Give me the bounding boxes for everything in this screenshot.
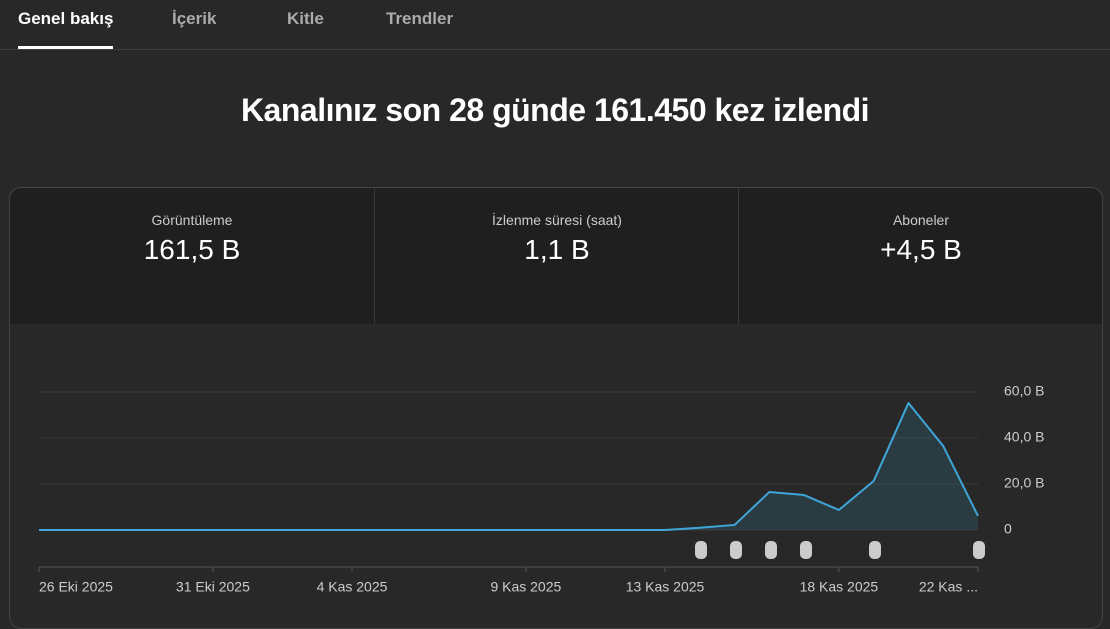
metric-label: İzlenme süresi (saat) (492, 212, 622, 228)
metric-tab[interactable]: Görüntüleme 161,5 B (10, 188, 374, 324)
y-tick-label: 40,0 B (1004, 429, 1044, 445)
shorts-markers (695, 541, 985, 559)
shorts-icon[interactable] (869, 541, 881, 559)
metric-label: Görüntüleme (151, 212, 233, 228)
tab[interactable]: Kitle (287, 9, 324, 28)
x-tick-label: 13 Kas 2025 (626, 579, 705, 595)
shorts-icon[interactable] (695, 541, 707, 559)
tab[interactable]: Genel bakış (18, 9, 114, 49)
metric-value: +4,5 B (880, 234, 962, 265)
shorts-icon[interactable] (730, 541, 742, 559)
tab[interactable]: İçerik (172, 9, 217, 28)
y-tick-label: 0 (1004, 521, 1012, 537)
area (39, 403, 978, 530)
y-tick-label: 60,0 B (1004, 383, 1044, 399)
metric-label: Aboneler (892, 212, 950, 228)
tab[interactable]: Trendler (386, 9, 454, 28)
x-tick-label: 4 Kas 2025 (317, 579, 388, 595)
x-tick-label: 31 Eki 2025 (176, 579, 250, 595)
shorts-icon[interactable] (765, 541, 777, 559)
x-tick-label: 22 Kas ... (919, 579, 978, 595)
metric-tab[interactable]: İzlenme süresi (saat) 1,1 B (375, 188, 739, 324)
x-tick-label: 26 Eki 2025 (39, 579, 113, 595)
metric-value: 161,5 B (143, 234, 241, 265)
line (39, 402, 979, 531)
shorts-icon[interactable] (973, 541, 985, 559)
headline: Kanalınız son 28 günde 161.450 kez izlen… (240, 92, 870, 128)
x-tick-label: 9 Kas 2025 (490, 579, 561, 595)
tab-bar: Genel bakış İçerik Kitle Trendler (0, 0, 1110, 50)
metric-value: 1,1 B (524, 234, 590, 265)
analytics-card: Görüntüleme 161,5 B İzlenme süresi (saat… (9, 187, 1103, 629)
x-tick-label: 18 Kas 2025 (800, 579, 879, 595)
metric-tab[interactable]: Aboneler +4,5 B (739, 188, 1102, 324)
y-tick-label: 20,0 B (1004, 475, 1044, 491)
shorts-icon[interactable] (800, 541, 812, 559)
separator (374, 188, 375, 324)
separator (738, 188, 739, 324)
